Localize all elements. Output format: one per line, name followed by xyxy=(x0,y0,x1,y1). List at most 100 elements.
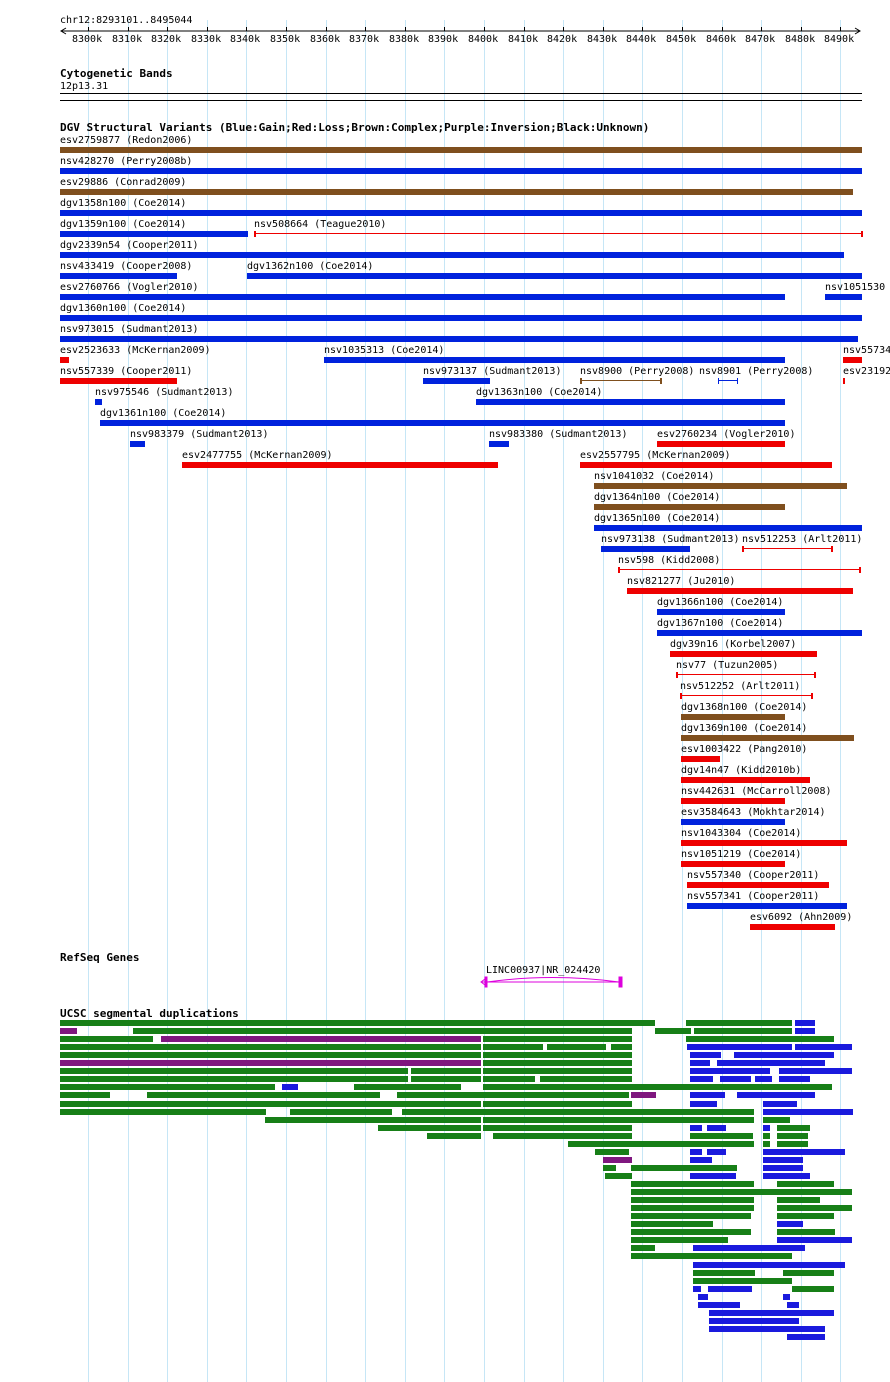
segdup-block[interactable] xyxy=(631,1189,777,1195)
segdup-block[interactable] xyxy=(483,1076,535,1082)
segdup-block[interactable] xyxy=(690,1076,713,1082)
segdup-block[interactable] xyxy=(779,1068,852,1074)
variant-bar[interactable] xyxy=(95,399,102,405)
variant-line[interactable] xyxy=(676,674,815,675)
variant-bar[interactable] xyxy=(60,210,862,216)
segdup-block[interactable] xyxy=(631,1213,751,1219)
segdup-block[interactable] xyxy=(693,1245,805,1251)
variant-bar[interactable] xyxy=(681,840,847,846)
segdup-block[interactable] xyxy=(709,1310,834,1316)
segdup-block[interactable] xyxy=(161,1036,481,1042)
variant-bar[interactable] xyxy=(130,441,145,447)
segdup-block[interactable] xyxy=(709,1326,825,1332)
segdup-block[interactable] xyxy=(631,1237,728,1243)
segdup-block[interactable] xyxy=(60,1101,481,1107)
segdup-block[interactable] xyxy=(690,1068,770,1074)
segdup-block[interactable] xyxy=(605,1173,632,1179)
variant-bar[interactable] xyxy=(324,357,785,363)
segdup-block[interactable] xyxy=(411,1068,481,1074)
segdup-block[interactable] xyxy=(737,1092,815,1098)
segdup-block[interactable] xyxy=(411,1076,481,1082)
segdup-block[interactable] xyxy=(60,1084,275,1090)
segdup-block[interactable] xyxy=(547,1044,606,1050)
segdup-block[interactable] xyxy=(763,1125,770,1131)
segdup-block[interactable] xyxy=(378,1125,481,1131)
segdup-block[interactable] xyxy=(147,1092,380,1098)
segdup-block[interactable] xyxy=(493,1133,632,1139)
segdup-block[interactable] xyxy=(686,1036,834,1042)
segdup-block[interactable] xyxy=(777,1229,835,1235)
variant-bar[interactable] xyxy=(60,378,177,384)
segdup-block[interactable] xyxy=(755,1076,772,1082)
variant-bar[interactable] xyxy=(601,546,690,552)
segdup-block[interactable] xyxy=(763,1133,770,1139)
variant-line[interactable] xyxy=(718,380,738,381)
segdup-block[interactable] xyxy=(795,1028,815,1034)
variant-bar[interactable] xyxy=(627,588,853,594)
variant-bar[interactable] xyxy=(670,651,817,657)
segdup-block[interactable] xyxy=(483,1125,632,1131)
segdup-block[interactable] xyxy=(603,1157,632,1163)
variant-bar[interactable] xyxy=(60,252,844,258)
variant-bar[interactable] xyxy=(657,441,785,447)
segdup-block[interactable] xyxy=(265,1117,481,1123)
segdup-block[interactable] xyxy=(60,1109,266,1115)
variant-line[interactable] xyxy=(742,548,832,549)
segdup-block[interactable] xyxy=(777,1181,834,1187)
gene-feature-linc00937[interactable] xyxy=(476,975,626,989)
segdup-block[interactable] xyxy=(687,1044,792,1050)
variant-bar[interactable] xyxy=(60,147,862,153)
segdup-block[interactable] xyxy=(60,1028,77,1034)
segdup-block[interactable] xyxy=(777,1213,834,1219)
segdup-block[interactable] xyxy=(427,1133,481,1139)
segdup-block[interactable] xyxy=(787,1302,799,1308)
segdup-block[interactable] xyxy=(763,1157,803,1163)
segdup-block[interactable] xyxy=(779,1076,810,1082)
variant-bar[interactable] xyxy=(60,336,858,342)
segdup-block[interactable] xyxy=(631,1181,754,1187)
segdup-block[interactable] xyxy=(717,1060,825,1066)
segdup-block[interactable] xyxy=(720,1076,751,1082)
segdup-block[interactable] xyxy=(690,1092,725,1098)
variant-bar[interactable] xyxy=(60,294,785,300)
segdup-block[interactable] xyxy=(763,1109,853,1115)
variant-bar[interactable] xyxy=(681,777,810,783)
segdup-block[interactable] xyxy=(483,1101,632,1107)
segdup-block[interactable] xyxy=(60,1020,655,1026)
segdup-block[interactable] xyxy=(60,1060,481,1066)
segdup-block[interactable] xyxy=(693,1262,845,1268)
segdup-block[interactable] xyxy=(777,1197,820,1203)
segdup-block[interactable] xyxy=(611,1044,632,1050)
segdup-block[interactable] xyxy=(792,1286,834,1292)
segdup-block[interactable] xyxy=(707,1125,726,1131)
segdup-block[interactable] xyxy=(631,1253,792,1259)
segdup-block[interactable] xyxy=(783,1294,790,1300)
segdup-block[interactable] xyxy=(483,1036,632,1042)
variant-bar[interactable] xyxy=(681,756,720,762)
segdup-block[interactable] xyxy=(698,1294,708,1300)
segdup-block[interactable] xyxy=(693,1278,792,1284)
segdup-block[interactable] xyxy=(690,1157,712,1163)
variant-bar[interactable] xyxy=(681,735,854,741)
segdup-block[interactable] xyxy=(763,1101,797,1107)
segdup-block[interactable] xyxy=(777,1237,852,1243)
segdup-block[interactable] xyxy=(777,1141,808,1147)
variant-bar[interactable] xyxy=(489,441,509,447)
segdup-block[interactable] xyxy=(777,1125,810,1131)
segdup-block[interactable] xyxy=(631,1205,754,1211)
variant-bar[interactable] xyxy=(60,231,248,237)
variant-bar[interactable] xyxy=(60,273,177,279)
variant-bar[interactable] xyxy=(100,420,785,426)
segdup-block[interactable] xyxy=(763,1173,810,1179)
segdup-block[interactable] xyxy=(483,1084,832,1090)
segdup-block[interactable] xyxy=(763,1117,790,1123)
variant-line[interactable] xyxy=(580,380,661,381)
variant-bar[interactable] xyxy=(60,357,69,363)
segdup-block[interactable] xyxy=(795,1044,852,1050)
segdup-block[interactable] xyxy=(690,1060,710,1066)
segdup-block[interactable] xyxy=(290,1109,392,1115)
segdup-block[interactable] xyxy=(709,1318,799,1324)
segdup-block[interactable] xyxy=(603,1165,616,1171)
variant-bar[interactable] xyxy=(681,819,785,825)
segdup-block[interactable] xyxy=(690,1149,702,1155)
